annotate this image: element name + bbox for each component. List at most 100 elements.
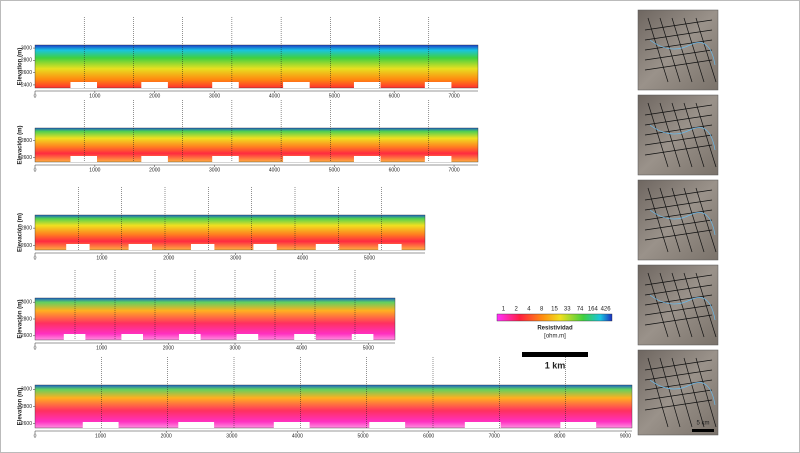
x-tick-label: 6000 <box>423 433 434 439</box>
map-line <box>671 17 693 83</box>
y-tick-label: 2800 <box>21 138 32 144</box>
y-tick-label: 2400 <box>21 82 32 88</box>
x-tick-label: 8000 <box>554 433 565 439</box>
map-line <box>671 187 693 253</box>
map-line <box>644 134 713 146</box>
mask <box>63 334 86 340</box>
mask <box>424 82 452 88</box>
map-drainage <box>649 209 716 236</box>
map-scale-bar <box>692 429 714 432</box>
x-tick-label: 5000 <box>357 433 368 439</box>
x-tick-label: 2000 <box>161 433 172 439</box>
map-line <box>659 17 681 83</box>
map-line <box>644 219 713 231</box>
mask <box>191 244 215 250</box>
map-drainage <box>649 124 716 151</box>
map-line <box>644 209 713 221</box>
x-tick-label: 2000 <box>163 255 174 261</box>
x-tick-label: 1000 <box>89 167 100 173</box>
x-tick-label: 6000 <box>389 93 400 99</box>
x-tick-label: 5000 <box>363 345 374 351</box>
x-tick-label: 5000 <box>329 93 340 99</box>
mask <box>179 334 201 340</box>
x-tick-label: 0 <box>34 345 37 351</box>
mask <box>141 156 168 162</box>
map-line <box>647 187 669 253</box>
x-tick-label: 3000 <box>226 433 237 439</box>
map-line <box>683 187 705 253</box>
map-line <box>683 17 705 83</box>
x-tick-label: 2000 <box>163 345 174 351</box>
y-axis-label: Elevación (m) <box>18 213 24 252</box>
x-tick-label: 4000 <box>269 93 280 99</box>
mask <box>253 244 277 250</box>
resistivity-section <box>34 127 479 163</box>
resistivity-section <box>34 297 396 341</box>
map-line <box>647 102 669 168</box>
scale-bar <box>522 352 588 357</box>
resistivity-section <box>34 384 633 429</box>
x-tick-label: 3000 <box>230 255 241 261</box>
x-tick-label: 7000 <box>448 167 459 173</box>
map-line <box>644 29 713 41</box>
x-tick-label: 4000 <box>297 255 308 261</box>
map-line <box>671 357 693 428</box>
map-drainage <box>649 379 716 406</box>
map-line <box>659 357 681 428</box>
mask <box>178 422 215 428</box>
x-tick-label: 0 <box>34 93 37 99</box>
mask <box>66 244 90 250</box>
y-tick-label: 3000 <box>21 300 32 306</box>
x-tick-label: 7000 <box>489 433 500 439</box>
colorbar-label: 15 <box>551 307 558 313</box>
mask <box>424 156 452 162</box>
mask <box>236 334 259 340</box>
mask <box>315 244 340 250</box>
map-line <box>644 369 713 381</box>
y-axis-label: Elevación (m) <box>18 125 24 164</box>
mask <box>273 422 310 428</box>
map-line <box>644 104 713 116</box>
x-tick-label: 7000 <box>448 93 459 99</box>
colorbar-label: 164 <box>588 307 599 313</box>
y-tick-label: 2600 <box>21 243 32 249</box>
mask <box>212 82 239 88</box>
map-line <box>644 359 713 371</box>
map-line <box>683 102 705 168</box>
mask <box>128 244 152 250</box>
x-tick-label: 2000 <box>149 167 160 173</box>
x-tick-label: 4000 <box>292 433 303 439</box>
map-line <box>644 284 713 296</box>
mask <box>378 244 402 250</box>
map-line <box>644 124 713 136</box>
mask <box>353 156 381 162</box>
mask <box>70 156 98 162</box>
mask <box>351 334 374 340</box>
y-tick-label: 2600 <box>21 70 32 76</box>
mask <box>560 422 597 428</box>
mask <box>369 422 406 428</box>
x-tick-label: 3000 <box>229 345 240 351</box>
x-tick-label: 4000 <box>296 345 307 351</box>
map-line <box>644 39 713 51</box>
legend-title: Resistividad <box>537 326 573 332</box>
y-tick-label: 2800 <box>21 225 32 231</box>
map-line <box>683 272 705 338</box>
map-line <box>644 229 713 241</box>
mask <box>353 82 381 88</box>
colorbar <box>496 313 613 322</box>
colorbar-label: 426 <box>601 307 612 313</box>
map-line <box>644 189 713 201</box>
map-line <box>695 357 717 428</box>
y-tick-label: 2600 <box>21 421 32 427</box>
resistivity-section <box>34 44 479 89</box>
legend-unit: [ohm.m] <box>544 334 566 340</box>
map-line <box>644 304 713 316</box>
colorbar-label: 2 <box>514 307 518 313</box>
map-line <box>647 272 669 338</box>
x-tick-label: 4000 <box>269 167 280 173</box>
map-line <box>644 199 713 211</box>
x-tick-label: 1000 <box>89 93 100 99</box>
map-line <box>695 17 717 83</box>
